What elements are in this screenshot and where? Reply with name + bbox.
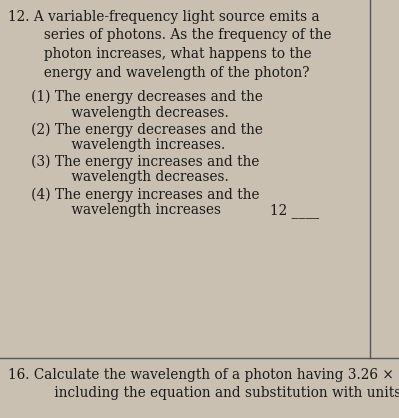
- Text: photon increases, what happens to the: photon increases, what happens to the: [22, 47, 312, 61]
- Text: (2) The energy decreases and the: (2) The energy decreases and the: [18, 122, 263, 137]
- Text: energy and wavelength of the photon?: energy and wavelength of the photon?: [22, 66, 310, 79]
- Text: (4) The energy increases and the: (4) The energy increases and the: [18, 187, 259, 201]
- Text: wavelength increases: wavelength increases: [32, 203, 221, 217]
- Text: (1) The energy decreases and the: (1) The energy decreases and the: [18, 90, 263, 104]
- Text: wavelength decreases.: wavelength decreases.: [32, 106, 229, 120]
- Text: including the equation and substitution with units.]: including the equation and substitution …: [28, 387, 399, 400]
- Text: 12. A variable-frequency light source emits a: 12. A variable-frequency light source em…: [8, 10, 320, 24]
- Text: 16. Calculate the wavelength of a photon having 3.26 ×: 16. Calculate the wavelength of a photon…: [8, 368, 394, 382]
- Text: wavelength decreases.: wavelength decreases.: [32, 171, 229, 184]
- Text: 12 ____: 12 ____: [270, 203, 319, 218]
- Text: wavelength increases.: wavelength increases.: [32, 138, 225, 152]
- Text: (3) The energy increases and the: (3) The energy increases and the: [18, 155, 259, 169]
- Text: series of photons. As the frequency of the: series of photons. As the frequency of t…: [22, 28, 332, 43]
